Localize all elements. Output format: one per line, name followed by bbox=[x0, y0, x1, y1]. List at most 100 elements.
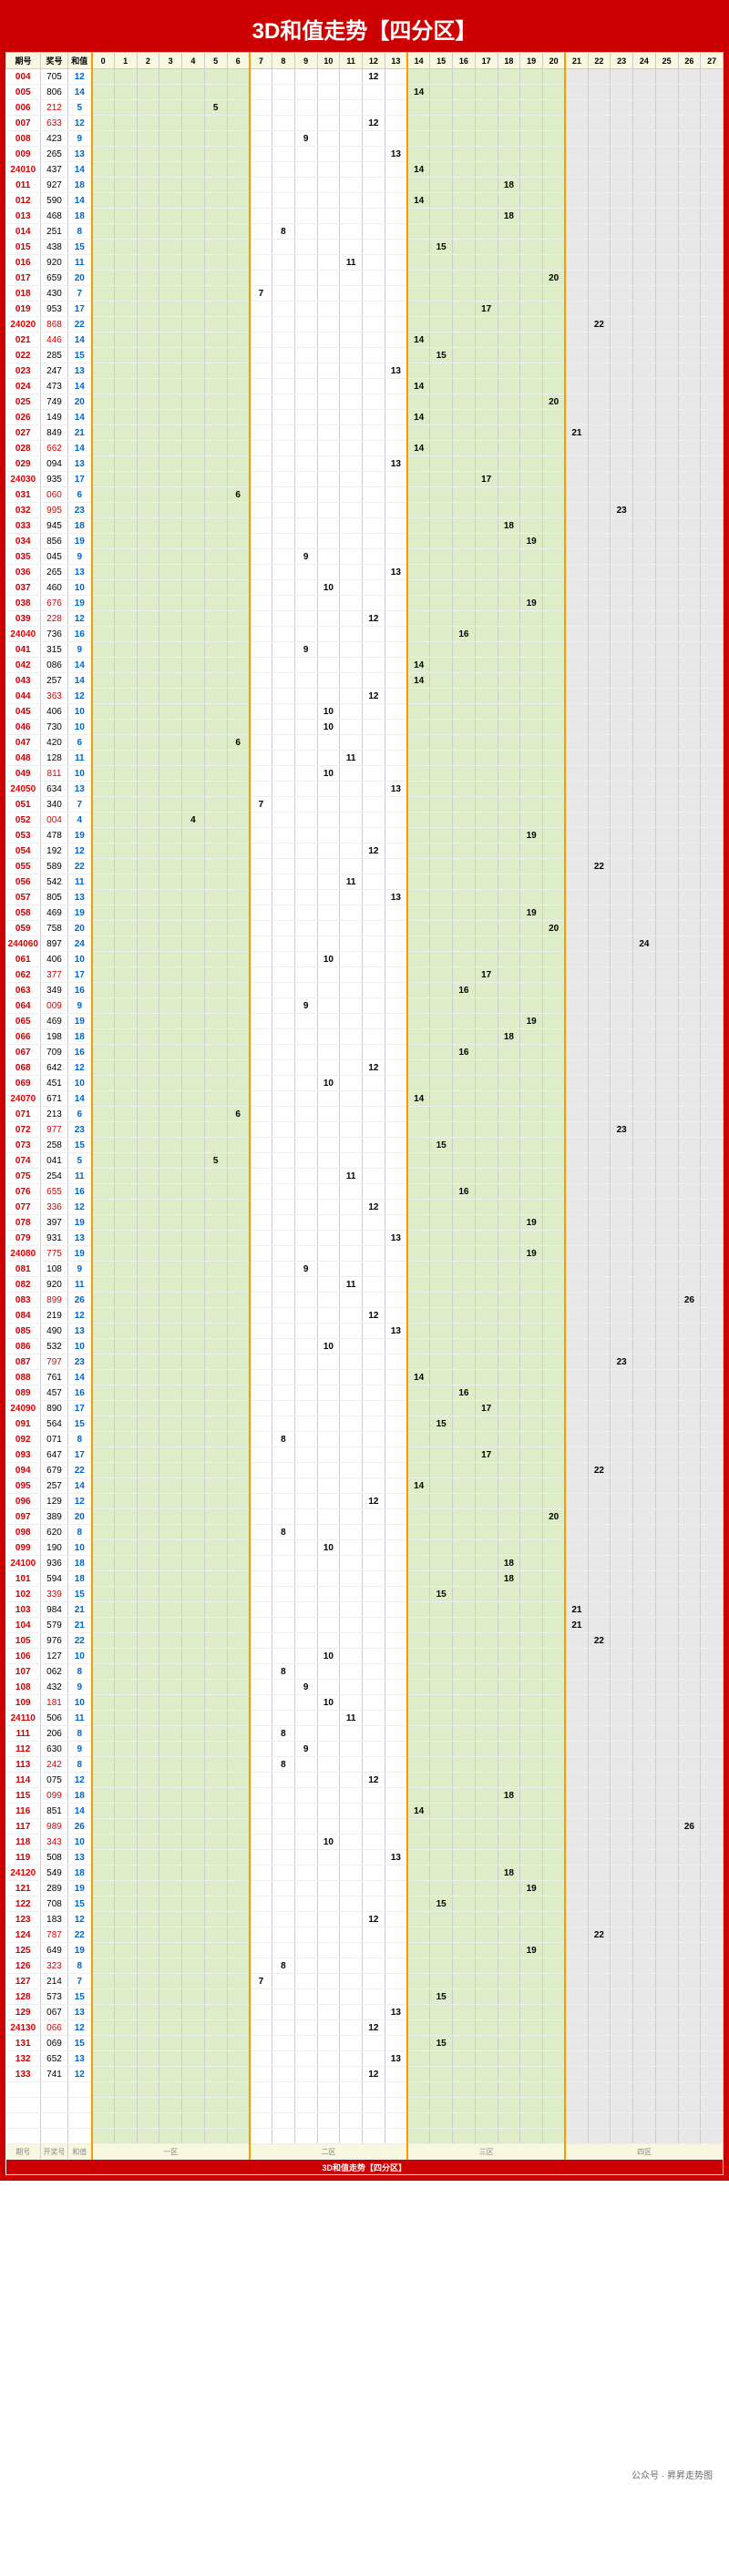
cell-grid bbox=[272, 843, 295, 859]
cell-grid bbox=[678, 967, 701, 983]
cell-sum: 9 bbox=[68, 998, 92, 1014]
cell-period: 126 bbox=[6, 1958, 41, 1974]
cell-grid bbox=[407, 998, 430, 1014]
cell-grid bbox=[204, 1354, 227, 1370]
cell-grid bbox=[430, 162, 453, 178]
cell-grid bbox=[227, 1680, 250, 1695]
cell-grid bbox=[498, 348, 520, 363]
cell-grid bbox=[543, 518, 566, 534]
cell-grid bbox=[678, 1525, 701, 1540]
cell-grid bbox=[250, 224, 272, 240]
table-row: 0661981818 bbox=[6, 1029, 724, 1045]
cell-grid bbox=[250, 1029, 272, 1045]
cell-grid bbox=[453, 1262, 476, 1277]
cell-grid bbox=[633, 751, 656, 766]
table-row: 0578051313 bbox=[6, 890, 724, 905]
cell-grid bbox=[340, 1215, 363, 1231]
cell-grid bbox=[430, 735, 453, 751]
cell-lottery: 265 bbox=[41, 147, 68, 162]
cell-grid bbox=[227, 348, 250, 363]
cell-grid bbox=[475, 2051, 498, 2067]
cell-grid: 10 bbox=[317, 1649, 340, 1664]
cell-grid bbox=[633, 224, 656, 240]
cell-grid bbox=[92, 1974, 115, 1989]
cell-period: 006 bbox=[6, 100, 41, 116]
cell-grid bbox=[340, 843, 363, 859]
cell-grid bbox=[137, 85, 159, 100]
cell-grid bbox=[385, 85, 407, 100]
cell-lottery: 730 bbox=[41, 720, 68, 735]
cell-grid bbox=[430, 147, 453, 162]
cell-grid bbox=[407, 1308, 430, 1324]
cell-grid bbox=[453, 1447, 476, 1463]
cell-grid bbox=[543, 302, 566, 317]
cell-sum: 18 bbox=[68, 1556, 92, 1571]
cell-grid: 14 bbox=[407, 332, 430, 348]
cell-grid bbox=[678, 240, 701, 255]
cell-grid bbox=[475, 425, 498, 441]
cell-grid bbox=[114, 1571, 137, 1587]
cell-grid bbox=[250, 472, 272, 487]
cell-grid bbox=[678, 1184, 701, 1200]
cell-grid bbox=[520, 147, 543, 162]
cell-grid bbox=[678, 689, 701, 704]
cell-grid bbox=[317, 302, 340, 317]
cell-grid bbox=[565, 921, 588, 936]
cell-grid bbox=[430, 271, 453, 286]
cell-grid bbox=[655, 874, 678, 890]
cell-grid bbox=[317, 240, 340, 255]
cell-grid bbox=[294, 1896, 317, 1912]
cell-grid bbox=[520, 735, 543, 751]
cell-grid bbox=[317, 1370, 340, 1385]
cell-grid bbox=[498, 1618, 520, 1633]
cell-grid bbox=[114, 1277, 137, 1293]
table-row: 1061271010 bbox=[6, 1649, 724, 1664]
cell-grid bbox=[678, 1804, 701, 1819]
cell-grid bbox=[543, 936, 566, 952]
cell-grid bbox=[430, 921, 453, 936]
cell-grid bbox=[543, 1138, 566, 1153]
cell-grid bbox=[588, 2051, 611, 2067]
cell-grid bbox=[227, 1927, 250, 1943]
cell-grid bbox=[294, 1974, 317, 1989]
cell-grid bbox=[385, 1494, 407, 1509]
cell-grid bbox=[611, 1850, 633, 1866]
cell-grid bbox=[385, 193, 407, 209]
cell-grid bbox=[250, 394, 272, 410]
cell-grid bbox=[294, 1277, 317, 1293]
cell-grid bbox=[137, 1989, 159, 2005]
cell-grid bbox=[204, 147, 227, 162]
cell-grid bbox=[701, 1850, 724, 1866]
cell-grid bbox=[227, 1277, 250, 1293]
cell-lottery: 671 bbox=[41, 1091, 68, 1107]
cell-grid bbox=[227, 1215, 250, 1231]
cell-grid bbox=[543, 1107, 566, 1122]
cell-grid bbox=[565, 209, 588, 224]
cell-grid bbox=[182, 131, 205, 147]
cell-grid bbox=[340, 363, 363, 379]
table-row: 0654691919 bbox=[6, 1014, 724, 1029]
cell-grid bbox=[182, 1680, 205, 1695]
cell-grid bbox=[227, 1695, 250, 1711]
cell-sum: 17 bbox=[68, 967, 92, 983]
cell-grid bbox=[430, 534, 453, 549]
cell-grid bbox=[227, 1881, 250, 1896]
cell-grid bbox=[407, 1819, 430, 1835]
cell-grid bbox=[430, 425, 453, 441]
cell-grid bbox=[475, 735, 498, 751]
cell-grid bbox=[430, 658, 453, 673]
cell-grid bbox=[137, 1293, 159, 1308]
cell-grid bbox=[114, 627, 137, 642]
cell-grid bbox=[385, 828, 407, 843]
cell-grid bbox=[114, 1060, 137, 1076]
cell-grid bbox=[137, 890, 159, 905]
cell-grid bbox=[385, 131, 407, 147]
cell-grid bbox=[137, 1602, 159, 1618]
cell-period: 009 bbox=[6, 147, 41, 162]
cell-grid bbox=[655, 1587, 678, 1602]
cell-grid bbox=[611, 797, 633, 813]
cell-grid bbox=[678, 565, 701, 580]
cell-grid bbox=[114, 1169, 137, 1184]
cell-grid bbox=[611, 363, 633, 379]
cell-grid bbox=[701, 1231, 724, 1246]
